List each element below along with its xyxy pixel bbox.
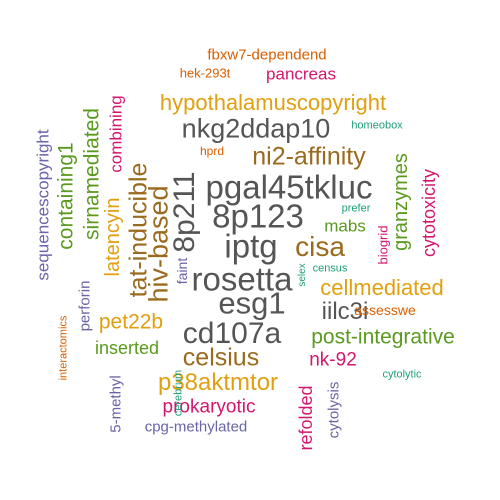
word-mabs: mabs [324, 216, 366, 236]
word-sirnamediated: sirnamediated [80, 108, 104, 240]
word-8p123: 8p123 [212, 197, 304, 235]
word-biogrid: biogrid [375, 225, 391, 265]
word-cd107a: cd107a [182, 317, 282, 350]
word-pancreas: pancreas [266, 64, 336, 84]
word-fbxw7-dependend: fbxw7-dependend [207, 46, 327, 64]
word-inserted: inserted [94, 338, 160, 358]
word-cpg-methylated: cpg-methylated [144, 418, 248, 436]
word-refolded: refolded [296, 385, 316, 451]
word-hypothalamuscopyright: hypothalamuscopyright [159, 90, 387, 115]
word-post-integrative: post-integrative [311, 325, 455, 349]
word-cytolysis: cytolysis [325, 381, 343, 439]
word-hprd: hprd [199, 144, 225, 158]
word-interactomics: interactomics [57, 315, 70, 381]
word-cerebrum: cerebrum [172, 369, 185, 417]
word-8p211: 8p211 [168, 171, 201, 253]
word-containing1: containing1 [54, 142, 78, 250]
word-p38aktmtor: p38aktmtor [157, 369, 279, 396]
word-cisa: cisa [295, 231, 345, 262]
word-iilc3i: iilc3i [321, 298, 369, 325]
word-faint: faint [174, 257, 190, 285]
word-cytolytic: cytolytic [382, 368, 422, 381]
word-pet22b: pet22b [98, 310, 164, 334]
word-prokaryotic: prokaryotic [162, 396, 256, 418]
word-ni2-affinity: ni2-affinity [252, 142, 366, 171]
word-latencyin: latencyin [102, 197, 124, 277]
word-nk-92: nk-92 [309, 349, 357, 371]
word-cellmediated: cellmediated [320, 275, 444, 300]
word-iptg: iptg [224, 227, 278, 265]
word-homeobox: homeobox [351, 119, 403, 132]
word-celsius: celsius [182, 343, 260, 372]
word-sequencescopyright: sequencescopyright [33, 129, 53, 281]
word-combining: combining [106, 95, 126, 173]
word-perforin: perforin [76, 280, 94, 332]
word-rosetta: rosetta [191, 260, 293, 298]
word-hek-293t: hek-293t [179, 65, 231, 81]
word-nkg2ddap10: nkg2ddap10 [181, 113, 331, 144]
word-assesswe: assesswe [354, 302, 416, 318]
word-cytotoxicity: cytotoxicity [419, 168, 439, 258]
word-selex: selex [297, 263, 308, 287]
word-tat-inducible: tat-inducible [124, 162, 153, 298]
word-prefer: prefer [341, 202, 371, 215]
word-pgal45tkluc: pgal45tkluc [205, 168, 373, 206]
word-esg1: esg1 [218, 285, 286, 321]
word-granzymes: granzymes [390, 153, 412, 251]
word-5-methyl: 5-methyl [107, 375, 125, 433]
word-census: census [312, 262, 348, 275]
